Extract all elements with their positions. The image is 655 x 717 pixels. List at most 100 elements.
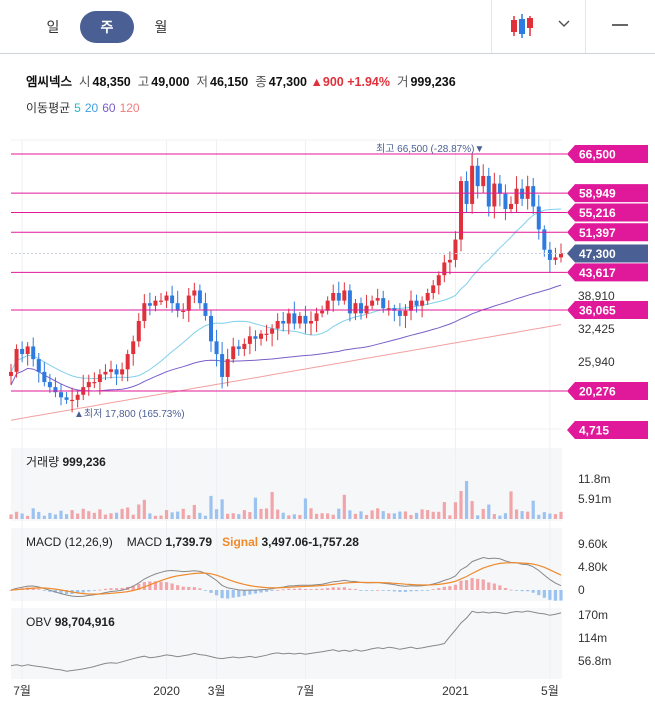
level-label: 66,500 bbox=[579, 148, 616, 162]
volume-bar bbox=[237, 514, 241, 519]
candle-body bbox=[397, 310, 402, 316]
candle-body bbox=[514, 188, 519, 204]
ma-60: 60 bbox=[102, 101, 116, 115]
macd-histogram-bar bbox=[214, 590, 219, 596]
macd-histogram-bar bbox=[414, 590, 419, 592]
macd-histogram-bar bbox=[559, 590, 563, 601]
volume-bar bbox=[298, 514, 302, 519]
candle-body bbox=[253, 336, 258, 339]
menu-button[interactable] bbox=[604, 10, 636, 40]
macd-histogram-bar bbox=[309, 589, 313, 590]
candle-body bbox=[209, 315, 213, 342]
macd-histogram-bar bbox=[337, 587, 341, 590]
macd-histogram-bar bbox=[9, 590, 13, 591]
level-label: 47,300 bbox=[579, 247, 616, 261]
macd-histogram-bar bbox=[109, 588, 113, 590]
candle-body bbox=[403, 310, 408, 316]
macd-histogram-bar bbox=[276, 589, 280, 591]
volume-bar bbox=[442, 502, 446, 519]
volume-bar bbox=[326, 513, 330, 519]
candle-body bbox=[536, 206, 541, 230]
volume-bar bbox=[276, 509, 280, 519]
macd-histogram-bar bbox=[137, 583, 141, 590]
candle-body bbox=[42, 371, 47, 383]
candle-body bbox=[242, 343, 247, 349]
macd-histogram-bar bbox=[548, 590, 552, 600]
macd-histogram-bar bbox=[464, 580, 469, 590]
candle-body bbox=[359, 303, 363, 314]
stock-name: 엠씨넥스 bbox=[26, 75, 73, 89]
time-axis: 7월 2020 3월 7월 2021 5월 bbox=[13, 684, 558, 698]
tab-daily[interactable]: 일 bbox=[46, 19, 60, 35]
price-change-pct: +1.94% bbox=[347, 75, 390, 89]
x-axis-label: 2020 bbox=[153, 684, 180, 698]
macd-histogram-bar bbox=[542, 590, 546, 598]
volume-bar bbox=[320, 513, 324, 519]
obv-axis-label: 56.8m bbox=[578, 654, 611, 668]
candle-body bbox=[142, 303, 147, 321]
macd-histogram-bar bbox=[159, 581, 163, 590]
macd-histogram-bar bbox=[498, 585, 502, 590]
candle-body bbox=[47, 382, 52, 388]
candle-body bbox=[53, 387, 58, 393]
ma-path bbox=[10, 208, 562, 380]
obv-axis-label: 170m bbox=[578, 608, 608, 622]
candle-body bbox=[164, 295, 169, 301]
tab-monthly[interactable]: 월 bbox=[154, 19, 168, 35]
macd-title: MACD (12,26,9) MACD 1,739.79 Signal 3,497.… bbox=[26, 535, 359, 549]
level-label: 43,617 bbox=[579, 266, 616, 280]
candle-body bbox=[9, 371, 13, 376]
volume-bar bbox=[281, 512, 285, 519]
volume-bar bbox=[59, 510, 63, 519]
macd-histogram-bar bbox=[287, 588, 291, 590]
macd-axis-label: 0 bbox=[578, 583, 585, 597]
macd-histogram-bar bbox=[514, 590, 519, 591]
volume-bar bbox=[87, 511, 91, 519]
volume-bar bbox=[381, 511, 385, 519]
candle-body bbox=[247, 336, 252, 344]
hamburger-icon bbox=[612, 24, 628, 26]
macd-histogram-bar bbox=[231, 590, 235, 598]
volume-bar bbox=[476, 515, 480, 519]
macd-histogram-bar bbox=[503, 587, 508, 590]
macd-histogram-bar bbox=[403, 590, 408, 592]
level-tag bbox=[567, 223, 648, 242]
level-label: 58,949 bbox=[579, 187, 616, 201]
volume-bar bbox=[470, 501, 474, 519]
macd-histogram-bar bbox=[492, 583, 496, 590]
macd-histogram-bar bbox=[131, 585, 135, 590]
candle-body bbox=[431, 285, 436, 293]
candle-body bbox=[297, 315, 302, 324]
candle-body bbox=[192, 290, 197, 296]
volume-bar bbox=[9, 514, 13, 519]
tab-weekly[interactable]: 주 bbox=[80, 11, 134, 43]
obv-chart bbox=[10, 610, 562, 672]
candle-body bbox=[503, 193, 508, 210]
macd-histogram-bar bbox=[481, 579, 485, 590]
volume-bar bbox=[20, 513, 24, 519]
candle-body bbox=[342, 290, 347, 301]
macd-histogram-bar bbox=[509, 589, 513, 591]
macd-histogram-bar bbox=[381, 590, 385, 591]
candle-body bbox=[197, 290, 202, 304]
macd-histogram-bar bbox=[342, 587, 346, 590]
volume-bar bbox=[98, 509, 102, 519]
volume-bar bbox=[270, 491, 274, 519]
candle-body bbox=[147, 303, 152, 306]
candle-body bbox=[103, 371, 108, 375]
volume-bar bbox=[426, 510, 430, 519]
macd-histogram-bar bbox=[420, 590, 424, 591]
macd-histogram-bar bbox=[298, 588, 302, 590]
volume-bar bbox=[309, 508, 313, 519]
volume-bar bbox=[70, 510, 74, 519]
close-label: 종 bbox=[255, 75, 267, 89]
volume-bar bbox=[359, 511, 363, 519]
candle-body bbox=[109, 369, 113, 372]
candle-body bbox=[420, 300, 425, 306]
macd-histogram-bar bbox=[270, 590, 274, 591]
candle-body bbox=[231, 346, 236, 360]
volume-bar bbox=[253, 497, 258, 519]
chart-type-button[interactable] bbox=[505, 10, 575, 42]
volume-bar bbox=[509, 491, 513, 519]
macd-histogram-bar bbox=[48, 590, 52, 592]
